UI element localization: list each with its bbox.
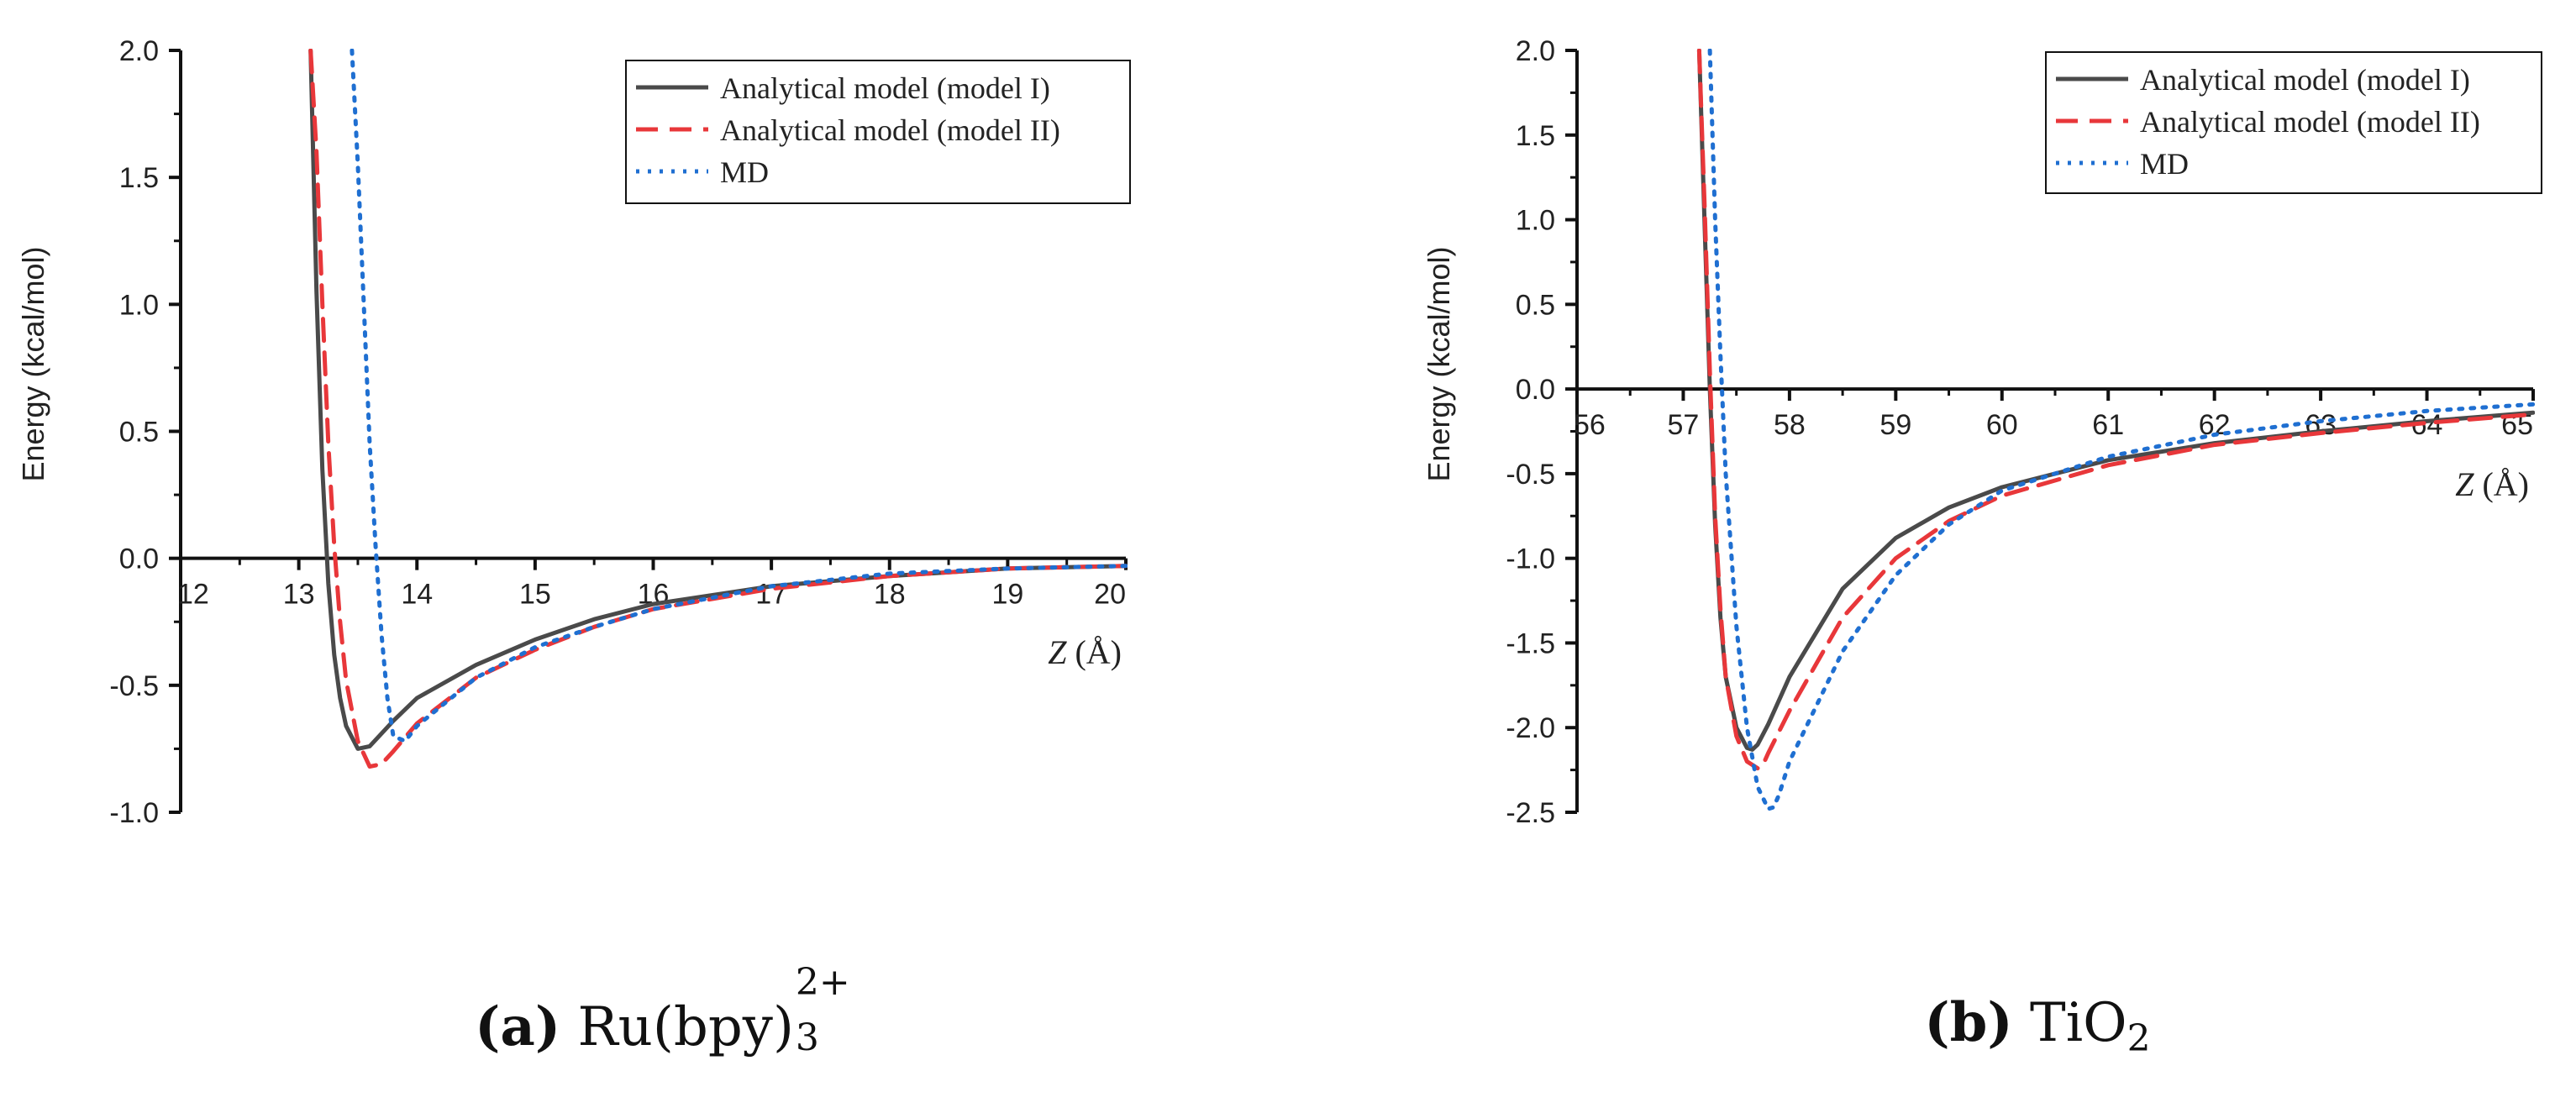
x-tick-label: 14 [401, 579, 433, 611]
caption-a-sub: 3 [795, 1016, 819, 1059]
series-line-dotted [350, 49, 1128, 743]
y-tick-label: -2.0 [1506, 712, 1555, 744]
y-tick-label: 1.0 [1516, 205, 1555, 237]
x-tick-label: 61 [2092, 409, 2124, 441]
legend-entry: MD [2140, 147, 2189, 181]
y-tick-label: 2.0 [1516, 35, 1555, 67]
caption-a-label: (a) [475, 995, 561, 1058]
x-tick-label: 15 [519, 579, 551, 611]
x-tick-label: 59 [1879, 409, 1911, 441]
x-tick-label: 12 [177, 579, 209, 611]
y-tick-label: -1.0 [109, 797, 159, 829]
x-tick-label: 60 [1986, 409, 2018, 441]
x-axis-label-var: Z [2455, 465, 2474, 503]
y-axis-label: Energy (kcal/mol) [1422, 246, 1456, 481]
y-tick-label: 2.0 [119, 35, 159, 67]
x-tick-label: 58 [1774, 409, 1806, 441]
y-tick-label: -0.5 [1506, 459, 1555, 491]
legend-box [625, 60, 1131, 204]
caption-a-subsup: 2+ 3 [794, 961, 870, 1059]
caption-b-sub: 2 [2127, 1017, 2151, 1060]
x-axis-label: Z (Å) [1048, 633, 1122, 671]
caption-b-title: TiO [2030, 992, 2127, 1054]
x-axis-label-unit: (Å) [2473, 465, 2529, 503]
caption-a: (a) Ru(bpy) 2+ 3 [475, 961, 870, 1092]
series-line-dotted [1707, 49, 2535, 811]
y-tick-label: 0.5 [119, 417, 159, 449]
y-tick-label: -1.0 [1506, 543, 1555, 575]
y-tick-label: 0.0 [119, 543, 159, 575]
x-tick-label: 19 [991, 579, 1023, 611]
x-axis-label-unit: (Å) [1066, 633, 1122, 671]
y-tick-label: 1.5 [119, 162, 159, 194]
series-group [1696, 49, 2535, 811]
legend-entry: MD [720, 155, 769, 189]
caption-b-label: (b) [1924, 991, 2013, 1054]
y-tick-label: 0.0 [1516, 374, 1555, 406]
chart-b: -2.5 -2.0 -1.5 -1.0 -0.5 0.0 0.5 1.0 1.5 2.0 56 57 5… [1422, 35, 2542, 829]
series-line-dashed [1696, 49, 2535, 771]
x-tick-label: 18 [874, 579, 906, 611]
x-tick-label: 57 [1668, 409, 1700, 441]
chart-a: -1.0-0.50.00.51.01.52.012 13 14 15 16 17 18 19 2… [16, 35, 1131, 829]
y-tick-label: -2.5 [1506, 797, 1555, 829]
x-axis-label-var: Z [1048, 633, 1067, 671]
caption-a-title: Ru(bpy) [577, 996, 794, 1058]
x-tick-label: 56 [1574, 409, 1606, 441]
caption-a-sup: 2+ [795, 961, 850, 1004]
caption-b: (b) TiO2 [1924, 991, 2150, 1092]
legend-entry: Analytical model (model I) [720, 71, 1050, 105]
y-tick-label: -0.5 [109, 670, 159, 702]
legend-entry: Analytical model (model II) [2140, 105, 2480, 139]
y-tick-label: 0.5 [1516, 289, 1555, 321]
y-axis-label: Energy (kcal/mol) [16, 246, 50, 481]
x-tick-label: 20 [1094, 579, 1126, 611]
x-axis-label: Z (Å) [2455, 465, 2529, 503]
legend-entry: Analytical model (model II) [720, 113, 1060, 147]
y-tick-label: 1.5 [1516, 120, 1555, 152]
legend-box [2045, 51, 2542, 194]
x-tick-label: 13 [283, 579, 315, 611]
series-group [308, 49, 1128, 769]
series-line-dashed [308, 49, 1128, 769]
y-tick-label: 1.0 [119, 289, 159, 321]
y-tick-label: -1.5 [1506, 627, 1555, 659]
legend-entry: Analytical model (model I) [2140, 63, 2470, 97]
